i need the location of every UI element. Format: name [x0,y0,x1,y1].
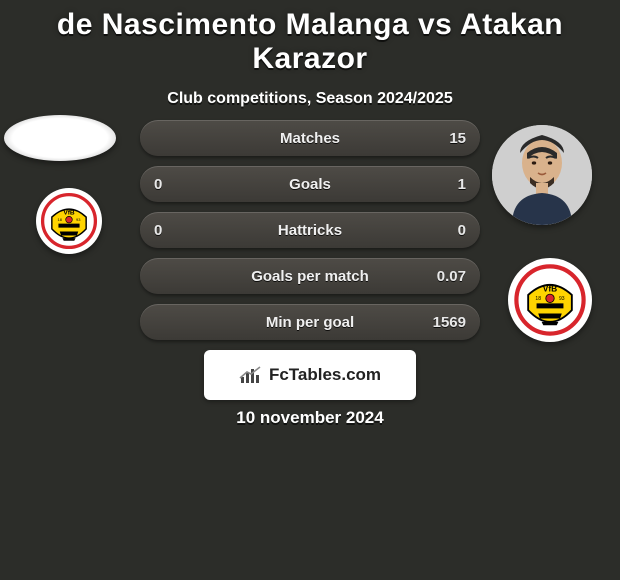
comparison-card: de Nascimento Malanga vs Atakan Karazor … [0,0,620,580]
player-left-avatar-placeholder [4,115,116,161]
stat-row: 0 Hattricks 0 [140,212,480,248]
stat-right-value: 1 [426,176,466,193]
stat-label: Goals [289,176,331,193]
stat-label: Min per goal [266,314,354,331]
stat-left-value: 0 [154,176,194,193]
page-title: de Nascimento Malanga vs Atakan Karazor [0,0,620,76]
attribution-badge: FcTables.com [204,350,416,400]
stat-right-value: 1569 [426,314,466,331]
stuttgart-crest-icon: VfB 18 93 [36,188,102,254]
svg-text:18: 18 [535,296,541,302]
stat-right-value: 15 [426,130,466,147]
stat-row: 0 Goals 1 [140,166,480,202]
stat-right-value: 0 [426,222,466,239]
svg-text:VfB: VfB [543,284,557,294]
player-portrait-icon [492,125,592,225]
snapshot-date: 10 november 2024 [0,408,620,428]
stat-row: Min per goal 1569 [140,304,480,340]
attribution-text: FcTables.com [269,365,381,385]
player-right-avatar [492,125,592,225]
stat-label: Hattricks [278,222,342,239]
club-crest-left: VfB 18 93 [36,188,102,254]
club-crest-right: VfB 18 93 [508,258,592,342]
svg-text:93: 93 [559,296,565,302]
bar-chart-icon [239,365,263,385]
page-subtitle: Club competitions, Season 2024/2025 [0,90,620,108]
stats-table: Matches 15 0 Goals 1 0 Hattricks 0 Goals… [140,120,480,350]
stat-left-value: 0 [154,222,194,239]
stat-row: Matches 15 [140,120,480,156]
stuttgart-crest-icon: VfB 18 93 [508,258,592,342]
stat-label: Goals per match [251,268,369,285]
svg-text:VfB: VfB [63,209,75,216]
stat-row: Goals per match 0.07 [140,258,480,294]
stat-right-value: 0.07 [426,268,466,285]
stat-label: Matches [280,130,340,147]
